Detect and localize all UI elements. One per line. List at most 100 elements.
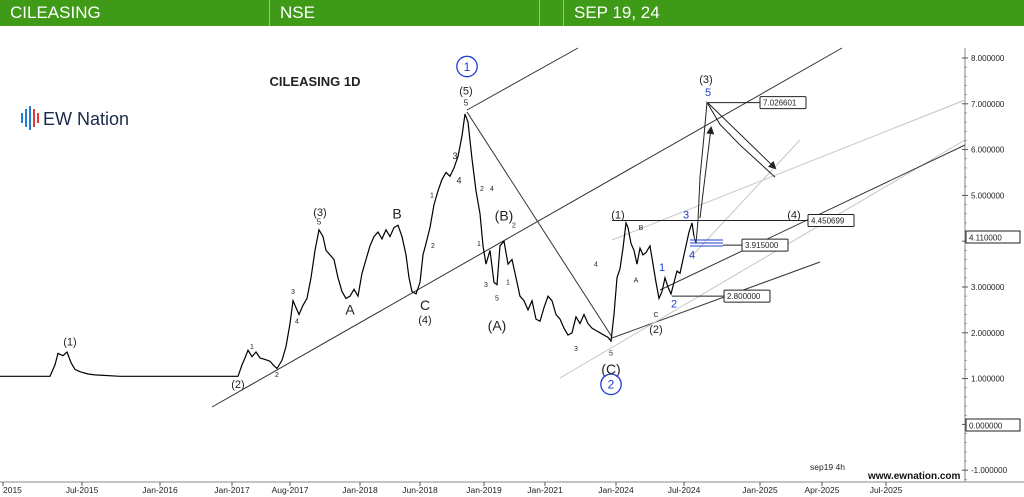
x-tick-label: Apr-2025 bbox=[805, 485, 840, 495]
wave-label: 5 bbox=[317, 218, 322, 227]
chart-grid bbox=[0, 48, 1024, 483]
wave-label: (3) bbox=[313, 207, 326, 219]
wave-label: 3 bbox=[574, 346, 578, 353]
level-label: 4.450699 bbox=[811, 217, 845, 226]
up-arrow bbox=[699, 126, 715, 219]
level-box bbox=[759, 96, 807, 110]
logo-text: EW Nation bbox=[43, 109, 129, 129]
price-series bbox=[0, 100, 776, 377]
wave-label: 4 bbox=[490, 186, 494, 193]
y-tick-label: 7.000000 bbox=[971, 100, 1005, 109]
level-box bbox=[807, 214, 855, 228]
wave-label: 5 bbox=[495, 296, 499, 303]
wave-label: (A) bbox=[488, 318, 507, 334]
x-tick-label: Jan-2025 bbox=[742, 485, 778, 495]
wave-label: C bbox=[420, 297, 430, 313]
current-price-label: 4.110000 bbox=[969, 234, 1002, 243]
channel-line-main bbox=[211, 47, 843, 408]
x-tick-label: Jul-2024 bbox=[668, 485, 701, 495]
wave-label: (1) bbox=[63, 337, 76, 349]
wave-label: 2 bbox=[431, 243, 435, 250]
wave-label: 3 bbox=[452, 151, 457, 161]
wave-label: 1 bbox=[250, 344, 254, 351]
x-tick-label: Jan-2016 bbox=[142, 485, 178, 495]
x-tick-label: Jul-2025 bbox=[870, 485, 903, 495]
y-axis: 8.000000 7.000000 6.000000 5.000000 3.000000… bbox=[962, 54, 1008, 480]
wave-label: (4) bbox=[418, 315, 431, 327]
price-line bbox=[0, 113, 695, 377]
level-label: 7.026601 bbox=[763, 99, 797, 108]
level-box bbox=[723, 289, 771, 303]
y-tick-label: 3.000000 bbox=[971, 283, 1005, 292]
x-axis: 2015 Jul-2015 Jan-2016 Jan-2017 Aug-2017 Jan-… bbox=[2, 482, 903, 495]
footer-website: www.ewnation.com bbox=[867, 471, 961, 482]
wave-label: 4 bbox=[456, 175, 461, 185]
wave-label: (2) bbox=[231, 379, 244, 391]
wave-label: 3 bbox=[683, 209, 689, 221]
zero-price-box: 0.000000 bbox=[965, 418, 1021, 432]
wave-label: A bbox=[634, 277, 639, 284]
wave-label: 2 bbox=[608, 378, 615, 392]
wave-label: 1 bbox=[659, 262, 665, 274]
wave-label: 1 bbox=[464, 60, 471, 74]
y-tick-label: 5.000000 bbox=[971, 191, 1005, 200]
channel-line-light-1 bbox=[611, 99, 966, 241]
y-tick-label: -1.000000 bbox=[971, 466, 1008, 475]
level-label: 2.800000 bbox=[727, 292, 761, 301]
chart-title: CILEASING 1D bbox=[269, 74, 360, 89]
wave-label: C bbox=[653, 312, 658, 319]
wave-label: 1 bbox=[430, 193, 434, 200]
zero-price-rect bbox=[965, 418, 1021, 432]
channel-line-upper bbox=[466, 47, 579, 111]
x-tick-label: Jun-2018 bbox=[402, 485, 438, 495]
symbol-label: CILEASING bbox=[0, 0, 270, 26]
y-tick-label: 8.000000 bbox=[971, 54, 1005, 63]
wave-labels: (1)(2)(3)5ABC(4)(5)5(B)(A)(C)(1)(2)(3)(4… bbox=[63, 55, 801, 396]
chart-header: CILEASING NSE SEP 19, 24 bbox=[0, 0, 1024, 26]
wave-label: 2 bbox=[671, 299, 677, 311]
wave-label: B bbox=[639, 225, 644, 232]
x-tick-label: 2015 bbox=[3, 485, 22, 495]
wave-label: (2) bbox=[649, 324, 662, 336]
wave-label: 4 bbox=[594, 261, 598, 268]
channel-line-lower bbox=[611, 261, 821, 339]
x-tick-label: Jan-2021 bbox=[527, 485, 563, 495]
channel-line-light-3 bbox=[689, 139, 801, 259]
ew-nation-logo: EW Nation bbox=[21, 106, 129, 130]
level-box bbox=[741, 238, 789, 252]
current-price-box: 4.110000 bbox=[965, 230, 1021, 244]
blue-zone bbox=[690, 239, 723, 247]
wave-circle bbox=[600, 373, 622, 396]
y-tick-label: 2.000000 bbox=[971, 329, 1005, 338]
wave-label: 4 bbox=[295, 319, 299, 326]
wave-label: 5 bbox=[464, 99, 469, 108]
channel-lines bbox=[211, 47, 966, 408]
wave-label: 5 bbox=[609, 351, 613, 358]
x-tick-label: Jan-2017 bbox=[214, 485, 250, 495]
wave-label: (5) bbox=[459, 86, 472, 98]
level-lines: 7.026601 4.450699 3.915000 2.800000 bbox=[612, 96, 855, 303]
logo-bars-icon bbox=[21, 106, 39, 130]
y-tick-label: 1.000000 bbox=[971, 375, 1005, 384]
x-tick-label: Jul-2015 bbox=[66, 485, 99, 495]
wave-label: 3 bbox=[484, 282, 488, 289]
wave-label: (C) bbox=[601, 361, 620, 377]
wave-circle bbox=[456, 55, 478, 78]
wave-label: 1 bbox=[506, 280, 510, 287]
channel-line-light-2 bbox=[559, 139, 966, 379]
wave-label: (3) bbox=[699, 74, 712, 86]
x-tick-label: Jan-2019 bbox=[466, 485, 502, 495]
exchange-label: NSE bbox=[270, 0, 540, 26]
wave-label: (1) bbox=[611, 209, 624, 221]
wave-label: (B) bbox=[495, 208, 514, 224]
y-tick-label: 6.000000 bbox=[971, 146, 1005, 155]
wave-label: A bbox=[345, 301, 355, 317]
wave-label: 2 bbox=[512, 222, 516, 229]
footer-timestamp: sep19 4h bbox=[810, 462, 845, 472]
wave-c-line bbox=[466, 111, 613, 338]
wave-label: B bbox=[392, 205, 401, 221]
wave-label: 2 bbox=[275, 372, 279, 379]
zero-price-label: 0.000000 bbox=[969, 422, 1003, 431]
wave-label: 2 bbox=[480, 186, 484, 193]
